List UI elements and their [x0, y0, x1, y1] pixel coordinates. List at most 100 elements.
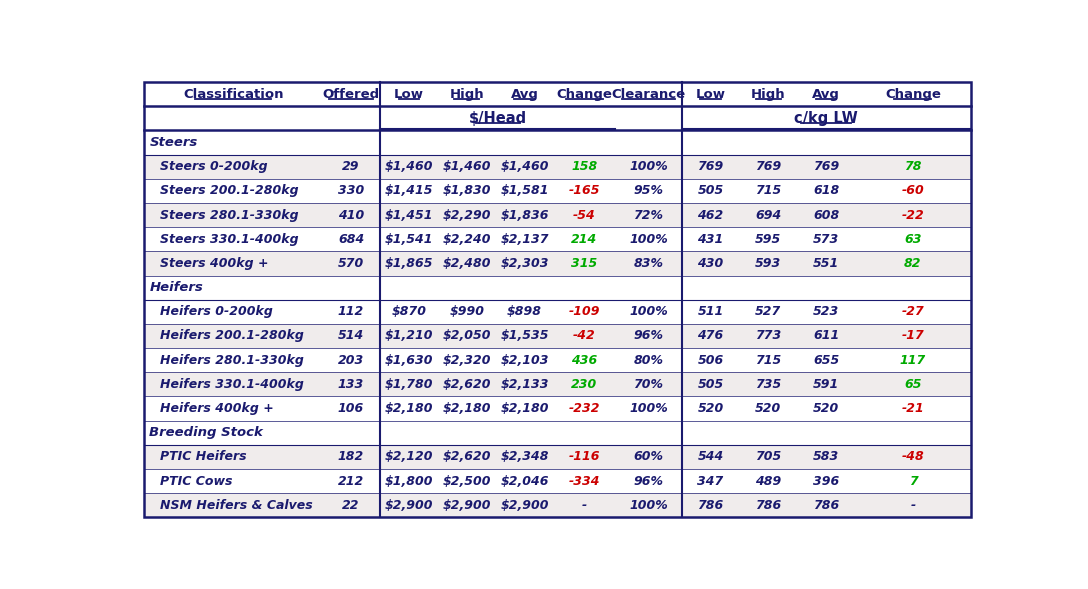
Text: $2,500: $2,500: [443, 475, 491, 488]
Bar: [145, 252, 970, 276]
Text: Clearance: Clearance: [611, 88, 685, 101]
Text: $2,620: $2,620: [443, 378, 491, 391]
Text: $2,900: $2,900: [500, 499, 548, 512]
Bar: [145, 469, 970, 493]
Text: Low: Low: [695, 88, 726, 101]
Text: 591: 591: [813, 378, 839, 391]
Text: NSM Heifers & Calves: NSM Heifers & Calves: [160, 499, 312, 512]
Text: $2,180: $2,180: [443, 402, 491, 415]
Text: $2,348: $2,348: [500, 451, 548, 464]
Bar: [145, 421, 970, 445]
Text: $1,780: $1,780: [385, 378, 433, 391]
Text: $1,460: $1,460: [443, 160, 491, 173]
Bar: [145, 396, 970, 421]
Bar: [145, 276, 970, 300]
Text: 347: 347: [697, 475, 724, 488]
Text: $1,210: $1,210: [385, 329, 433, 342]
Text: 214: 214: [571, 233, 597, 246]
Text: $2,137: $2,137: [500, 233, 548, 246]
Text: $2,480: $2,480: [443, 257, 491, 270]
Text: $1,460: $1,460: [500, 160, 548, 173]
Text: 505: 505: [697, 184, 724, 197]
Text: -116: -116: [569, 451, 601, 464]
Text: $2,320: $2,320: [443, 353, 491, 367]
Text: 431: 431: [697, 233, 724, 246]
Text: 78: 78: [904, 160, 922, 173]
Text: $990: $990: [449, 305, 484, 318]
Text: $2,180: $2,180: [500, 402, 548, 415]
Text: $2,180: $2,180: [385, 402, 433, 415]
Text: $2,900: $2,900: [385, 499, 433, 512]
Text: $1,535: $1,535: [500, 329, 548, 342]
Text: PTIC Heifers: PTIC Heifers: [160, 451, 246, 464]
Text: Classification: Classification: [183, 88, 284, 101]
Text: Heifers 280.1-330kg: Heifers 280.1-330kg: [160, 353, 304, 367]
Text: 786: 786: [813, 499, 839, 512]
Text: -165: -165: [569, 184, 601, 197]
Text: 608: 608: [813, 209, 839, 221]
Text: 436: 436: [571, 353, 597, 367]
Bar: [145, 82, 970, 106]
Text: 112: 112: [338, 305, 364, 318]
Bar: [145, 203, 970, 227]
Text: 593: 593: [755, 257, 781, 270]
Text: High: High: [751, 88, 786, 101]
Text: $2,103: $2,103: [500, 353, 548, 367]
Text: 22: 22: [343, 499, 360, 512]
Text: Steers 200.1-280kg: Steers 200.1-280kg: [160, 184, 298, 197]
Text: 520: 520: [813, 402, 839, 415]
Text: 583: 583: [813, 451, 839, 464]
Text: $1,460: $1,460: [385, 160, 433, 173]
Text: 100%: 100%: [629, 233, 668, 246]
Text: 573: 573: [813, 233, 839, 246]
Bar: [145, 154, 970, 179]
Bar: [145, 106, 970, 130]
Text: -48: -48: [902, 451, 925, 464]
Text: 60%: 60%: [633, 451, 664, 464]
Text: $1,830: $1,830: [443, 184, 491, 197]
Text: 505: 505: [697, 378, 724, 391]
Text: $1,865: $1,865: [385, 257, 433, 270]
Text: 410: 410: [338, 209, 364, 221]
Text: Change: Change: [885, 88, 941, 101]
Text: 396: 396: [813, 475, 839, 488]
Text: 82: 82: [904, 257, 922, 270]
Text: -42: -42: [573, 329, 596, 342]
Text: -21: -21: [902, 402, 925, 415]
Text: 520: 520: [755, 402, 781, 415]
Text: -17: -17: [902, 329, 925, 342]
Text: 476: 476: [697, 329, 724, 342]
Text: 735: 735: [755, 378, 781, 391]
Text: -: -: [911, 499, 915, 512]
Text: 551: 551: [813, 257, 839, 270]
Text: 29: 29: [343, 160, 360, 173]
Text: 100%: 100%: [629, 402, 668, 415]
Text: 520: 520: [697, 402, 724, 415]
Text: 570: 570: [338, 257, 364, 270]
Text: $2,120: $2,120: [385, 451, 433, 464]
Text: Heifers 200.1-280kg: Heifers 200.1-280kg: [160, 329, 304, 342]
Text: 430: 430: [697, 257, 724, 270]
Text: Breeding Stock: Breeding Stock: [149, 426, 263, 439]
Text: 773: 773: [755, 329, 781, 342]
Text: Avg: Avg: [510, 88, 539, 101]
Bar: [145, 300, 970, 324]
Text: $1,800: $1,800: [385, 475, 433, 488]
Text: -54: -54: [573, 209, 596, 221]
Text: 514: 514: [338, 329, 364, 342]
Text: 106: 106: [338, 402, 364, 415]
Text: -22: -22: [902, 209, 925, 221]
Text: $2,620: $2,620: [443, 451, 491, 464]
Text: Offered: Offered: [322, 88, 380, 101]
Text: Heifers: Heifers: [149, 281, 203, 294]
Text: $2,050: $2,050: [443, 329, 491, 342]
Text: Avg: Avg: [813, 88, 840, 101]
Text: 715: 715: [755, 184, 781, 197]
Text: 100%: 100%: [629, 160, 668, 173]
Text: Steers 0-200kg: Steers 0-200kg: [160, 160, 268, 173]
Text: 527: 527: [755, 305, 781, 318]
Bar: [145, 372, 970, 396]
Text: 70%: 70%: [633, 378, 664, 391]
Text: $1,541: $1,541: [385, 233, 433, 246]
Text: 117: 117: [900, 353, 926, 367]
